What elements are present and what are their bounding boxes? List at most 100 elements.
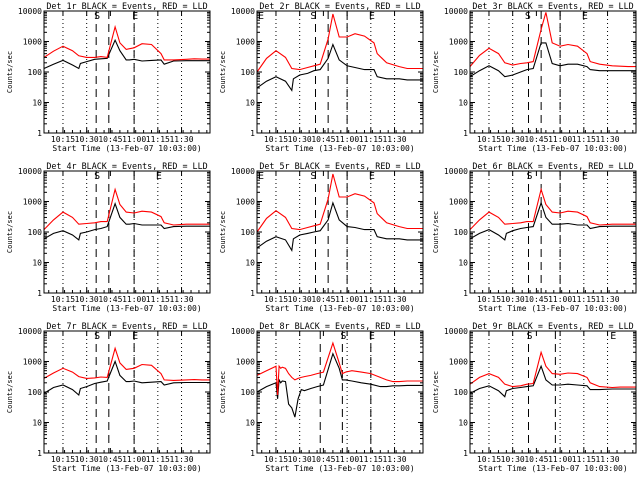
y-tick-label: 1000 <box>23 358 42 367</box>
x-tick-label: 11:15 <box>359 135 383 144</box>
plot-frame <box>469 330 637 454</box>
y-axis-title: Counts/sec <box>219 371 227 413</box>
x-tick-label: 10:30 <box>501 135 525 144</box>
y-tick-label: 100 <box>241 228 256 237</box>
series-events-black <box>43 359 210 396</box>
y-tick-label: 1000 <box>236 198 255 207</box>
y-tick-label: 1000 <box>236 38 255 47</box>
x-tick-label: 10:30 <box>288 135 312 144</box>
x-axis-title: Start Time (13-Feb-07 10:03:00) <box>52 464 201 473</box>
y-tick-label: 1 <box>250 289 255 298</box>
marker-letter: E <box>369 11 375 22</box>
y-tick-label: 10000 <box>444 327 468 336</box>
x-axis-title: Start Time (13-Feb-07 10:03:00) <box>52 304 201 313</box>
x-axis-title: Start Time (13-Feb-07 10:03:00) <box>52 144 201 153</box>
y-tick-label: 1 <box>250 129 255 138</box>
x-tick-label: 10:15 <box>51 295 75 304</box>
chart-title: Det 2r BLACK = Events, RED = LLD <box>259 1 420 11</box>
chart-title: Det 8r BLACK = Events, RED = LLD <box>259 321 420 331</box>
y-tick-label: 10000 <box>231 327 255 336</box>
x-tick-label: 10:45 <box>311 455 335 464</box>
x-tick-label: 10:30 <box>501 455 525 464</box>
x-axis-title: Start Time (13-Feb-07 10:03:00) <box>478 464 627 473</box>
marker-letter: S <box>526 171 532 182</box>
y-tick-label: 100 <box>28 68 43 77</box>
x-tick-label: 10:30 <box>288 455 312 464</box>
x-tick-label: 11:30 <box>595 295 619 304</box>
series-lld-red <box>256 13 423 73</box>
series-lld-red <box>256 173 423 233</box>
marker-letter: E <box>369 171 375 182</box>
plot-frame <box>43 10 211 134</box>
y-tick-label: 1 <box>463 289 468 298</box>
marker-letter: E <box>156 171 162 182</box>
series-events-black <box>256 42 423 92</box>
x-tick-label: 11:00 <box>335 455 359 464</box>
x-axis-title: Start Time (13-Feb-07 10:03:00) <box>265 304 414 313</box>
x-tick-label: 11:15 <box>146 295 170 304</box>
plot-frame <box>256 10 424 134</box>
x-tick-label: 10:15 <box>477 135 501 144</box>
marker-letter: S <box>340 331 346 342</box>
y-tick-label: 10 <box>245 99 255 108</box>
marker-letter: E <box>610 331 616 342</box>
y-tick-label: 1 <box>250 449 255 458</box>
y-tick-label: 10000 <box>444 167 468 176</box>
plot-frame <box>469 170 637 294</box>
x-tick-label: 11:00 <box>548 135 572 144</box>
y-tick-label: 10 <box>32 259 42 268</box>
marker-letter: E <box>258 11 264 22</box>
series-lld-red <box>43 24 210 61</box>
x-tick-label: 11:00 <box>122 295 146 304</box>
x-tick-label: 10:45 <box>311 295 335 304</box>
x-tick-label: 10:45 <box>524 455 548 464</box>
y-tick-label: 10000 <box>444 7 468 16</box>
x-tick-label: 10:45 <box>98 295 122 304</box>
y-tick-label: 10 <box>245 419 255 428</box>
chart-title: Det 6r BLACK = Events, RED = LLD <box>472 161 633 171</box>
x-tick-label: 11:00 <box>122 135 146 144</box>
x-tick-label: 10:15 <box>477 455 501 464</box>
y-tick-label: 100 <box>241 68 256 77</box>
y-tick-label: 10 <box>245 259 255 268</box>
plot-frame <box>469 10 637 134</box>
y-tick-label: 10 <box>458 99 468 108</box>
marker-letter: S <box>526 331 532 342</box>
chart-title: Det 9r BLACK = Events, RED = LLD <box>472 321 633 331</box>
x-tick-label: 11:30 <box>382 455 406 464</box>
x-tick-label: 11:15 <box>146 455 170 464</box>
y-axis-title: Counts/sec <box>6 211 14 253</box>
x-tick-label: 10:15 <box>477 295 501 304</box>
y-axis-title: Counts/sec <box>219 51 227 93</box>
x-tick-label: 10:30 <box>501 295 525 304</box>
x-tick-label: 10:45 <box>98 455 122 464</box>
chart-title: Det 5r BLACK = Events, RED = LLD <box>259 161 420 171</box>
y-tick-label: 1 <box>37 449 42 458</box>
marker-letter: S <box>94 11 100 22</box>
plot-frame <box>43 170 211 294</box>
x-axis-title: Start Time (13-Feb-07 10:03:00) <box>265 464 414 473</box>
series-events-black <box>469 364 636 398</box>
series-lld-red <box>469 350 636 389</box>
y-tick-label: 100 <box>454 68 469 77</box>
x-tick-label: 11:15 <box>359 295 383 304</box>
y-tick-label: 10 <box>32 419 42 428</box>
x-tick-label: 11:15 <box>572 455 596 464</box>
x-tick-label: 11:30 <box>169 295 193 304</box>
x-tick-label: 11:15 <box>572 295 596 304</box>
y-tick-label: 1 <box>37 129 42 138</box>
y-tick-label: 100 <box>454 388 469 397</box>
x-tick-label: 11:00 <box>548 295 572 304</box>
x-tick-label: 11:30 <box>382 135 406 144</box>
x-tick-label: 10:30 <box>75 295 99 304</box>
marker-letter: E <box>582 171 588 182</box>
x-tick-label: 11:30 <box>595 135 619 144</box>
y-tick-label: 1000 <box>449 198 468 207</box>
x-tick-label: 11:00 <box>548 455 572 464</box>
x-tick-label: 11:15 <box>359 455 383 464</box>
y-tick-label: 10 <box>458 259 468 268</box>
